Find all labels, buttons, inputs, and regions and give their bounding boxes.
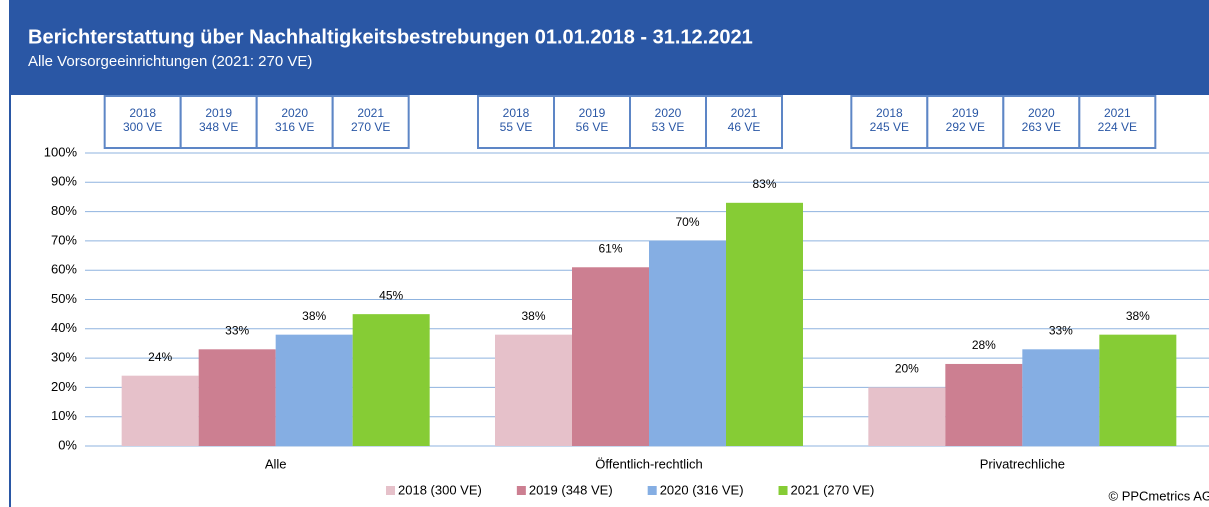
y-tick-label: 80% <box>51 203 77 218</box>
y-tick-label: 70% <box>51 232 77 247</box>
info-box-count: 55 VE <box>500 120 533 134</box>
info-box-year: 2021 <box>1104 106 1131 120</box>
x-tick-label: Alle <box>265 456 287 471</box>
bar <box>1099 334 1177 446</box>
info-box-count: 300 VE <box>123 120 162 134</box>
value-label: 28% <box>972 338 996 352</box>
info-box <box>705 95 783 149</box>
chart-title: Berichterstattung über Nachhaltigkeitsbe… <box>28 26 753 48</box>
info-box-count: 245 VE <box>870 120 909 134</box>
info-box-year: 2018 <box>876 106 903 120</box>
bar <box>495 334 572 446</box>
bar <box>121 375 199 446</box>
value-label: 38% <box>302 309 326 323</box>
value-label: 24% <box>148 350 172 364</box>
legend-swatch <box>386 486 395 495</box>
info-box-count: 53 VE <box>652 120 685 134</box>
info-box <box>629 95 707 149</box>
info-box-count: 224 VE <box>1098 120 1137 134</box>
info-box-count: 316 VE <box>275 120 314 134</box>
y-tick-label: 40% <box>51 320 77 335</box>
info-box <box>103 95 182 149</box>
info-box <box>331 95 410 149</box>
credit: © PPCmetrics AG <box>1109 488 1209 503</box>
info-box-year: 2018 <box>129 106 156 120</box>
bar <box>649 240 726 446</box>
info-box-year: 2019 <box>579 106 606 120</box>
bar <box>726 202 803 446</box>
legend-swatch <box>647 486 657 495</box>
bar <box>868 387 946 446</box>
info-box-count: 46 VE <box>728 120 761 134</box>
info-box <box>255 95 334 149</box>
info-box-year: 2018 <box>503 106 530 120</box>
info-box <box>553 95 631 149</box>
value-label: 38% <box>1126 309 1150 323</box>
bar <box>198 349 276 446</box>
value-label: 83% <box>752 177 776 191</box>
bar <box>275 334 353 446</box>
y-tick-label: 0% <box>58 437 77 452</box>
info-box-year: 2019 <box>205 106 232 120</box>
y-tick-label: 60% <box>51 262 77 277</box>
y-tick-label: 100% <box>44 144 78 159</box>
bar <box>1022 349 1100 446</box>
value-label: 38% <box>521 309 545 323</box>
info-box <box>1002 95 1081 149</box>
y-tick-label: 30% <box>51 350 77 365</box>
info-box <box>477 95 555 149</box>
bar <box>352 314 430 446</box>
value-label: 20% <box>895 362 919 376</box>
x-tick-label: Privatrechliche <box>980 456 1065 471</box>
info-box-year: 2021 <box>731 106 758 120</box>
legend-swatch <box>516 486 526 495</box>
legend-label: 2018 (300 VE) <box>398 482 482 497</box>
info-box-year: 2021 <box>357 106 384 120</box>
y-tick-label: 50% <box>51 291 77 306</box>
legend-label: 2019 (348 VE) <box>529 482 613 497</box>
info-box-year: 2020 <box>1028 106 1055 120</box>
legend-label: 2021 (270 VE) <box>791 482 875 497</box>
chart-subtitle: Alle Vorsorgeeinrichtungen (2021: 270 VE… <box>28 53 312 70</box>
bar <box>572 267 649 446</box>
info-box <box>1078 95 1157 149</box>
bar <box>945 363 1023 446</box>
value-label: 61% <box>598 241 622 255</box>
info-box-count: 348 VE <box>199 120 238 134</box>
info-box-year: 2020 <box>281 106 308 120</box>
value-label: 33% <box>225 323 249 337</box>
value-label: 33% <box>1049 323 1073 337</box>
x-tick-label: Öffentlich-rechtlich <box>595 456 702 471</box>
y-tick-label: 20% <box>51 379 77 394</box>
info-box-count: 270 VE <box>351 120 390 134</box>
info-box-count: 263 VE <box>1022 120 1061 134</box>
header-band <box>10 0 1209 95</box>
info-box-count: 292 VE <box>946 120 985 134</box>
info-box-count: 56 VE <box>576 120 609 134</box>
y-tick-label: 90% <box>51 174 77 189</box>
value-label: 70% <box>675 215 699 229</box>
value-label: 45% <box>379 288 403 302</box>
legend-swatch <box>778 486 788 495</box>
y-tick-label: 10% <box>51 408 77 423</box>
info-box <box>850 95 929 149</box>
legend-label: 2020 (316 VE) <box>660 482 744 497</box>
info-box-year: 2020 <box>655 106 682 120</box>
info-box-year: 2019 <box>952 106 979 120</box>
